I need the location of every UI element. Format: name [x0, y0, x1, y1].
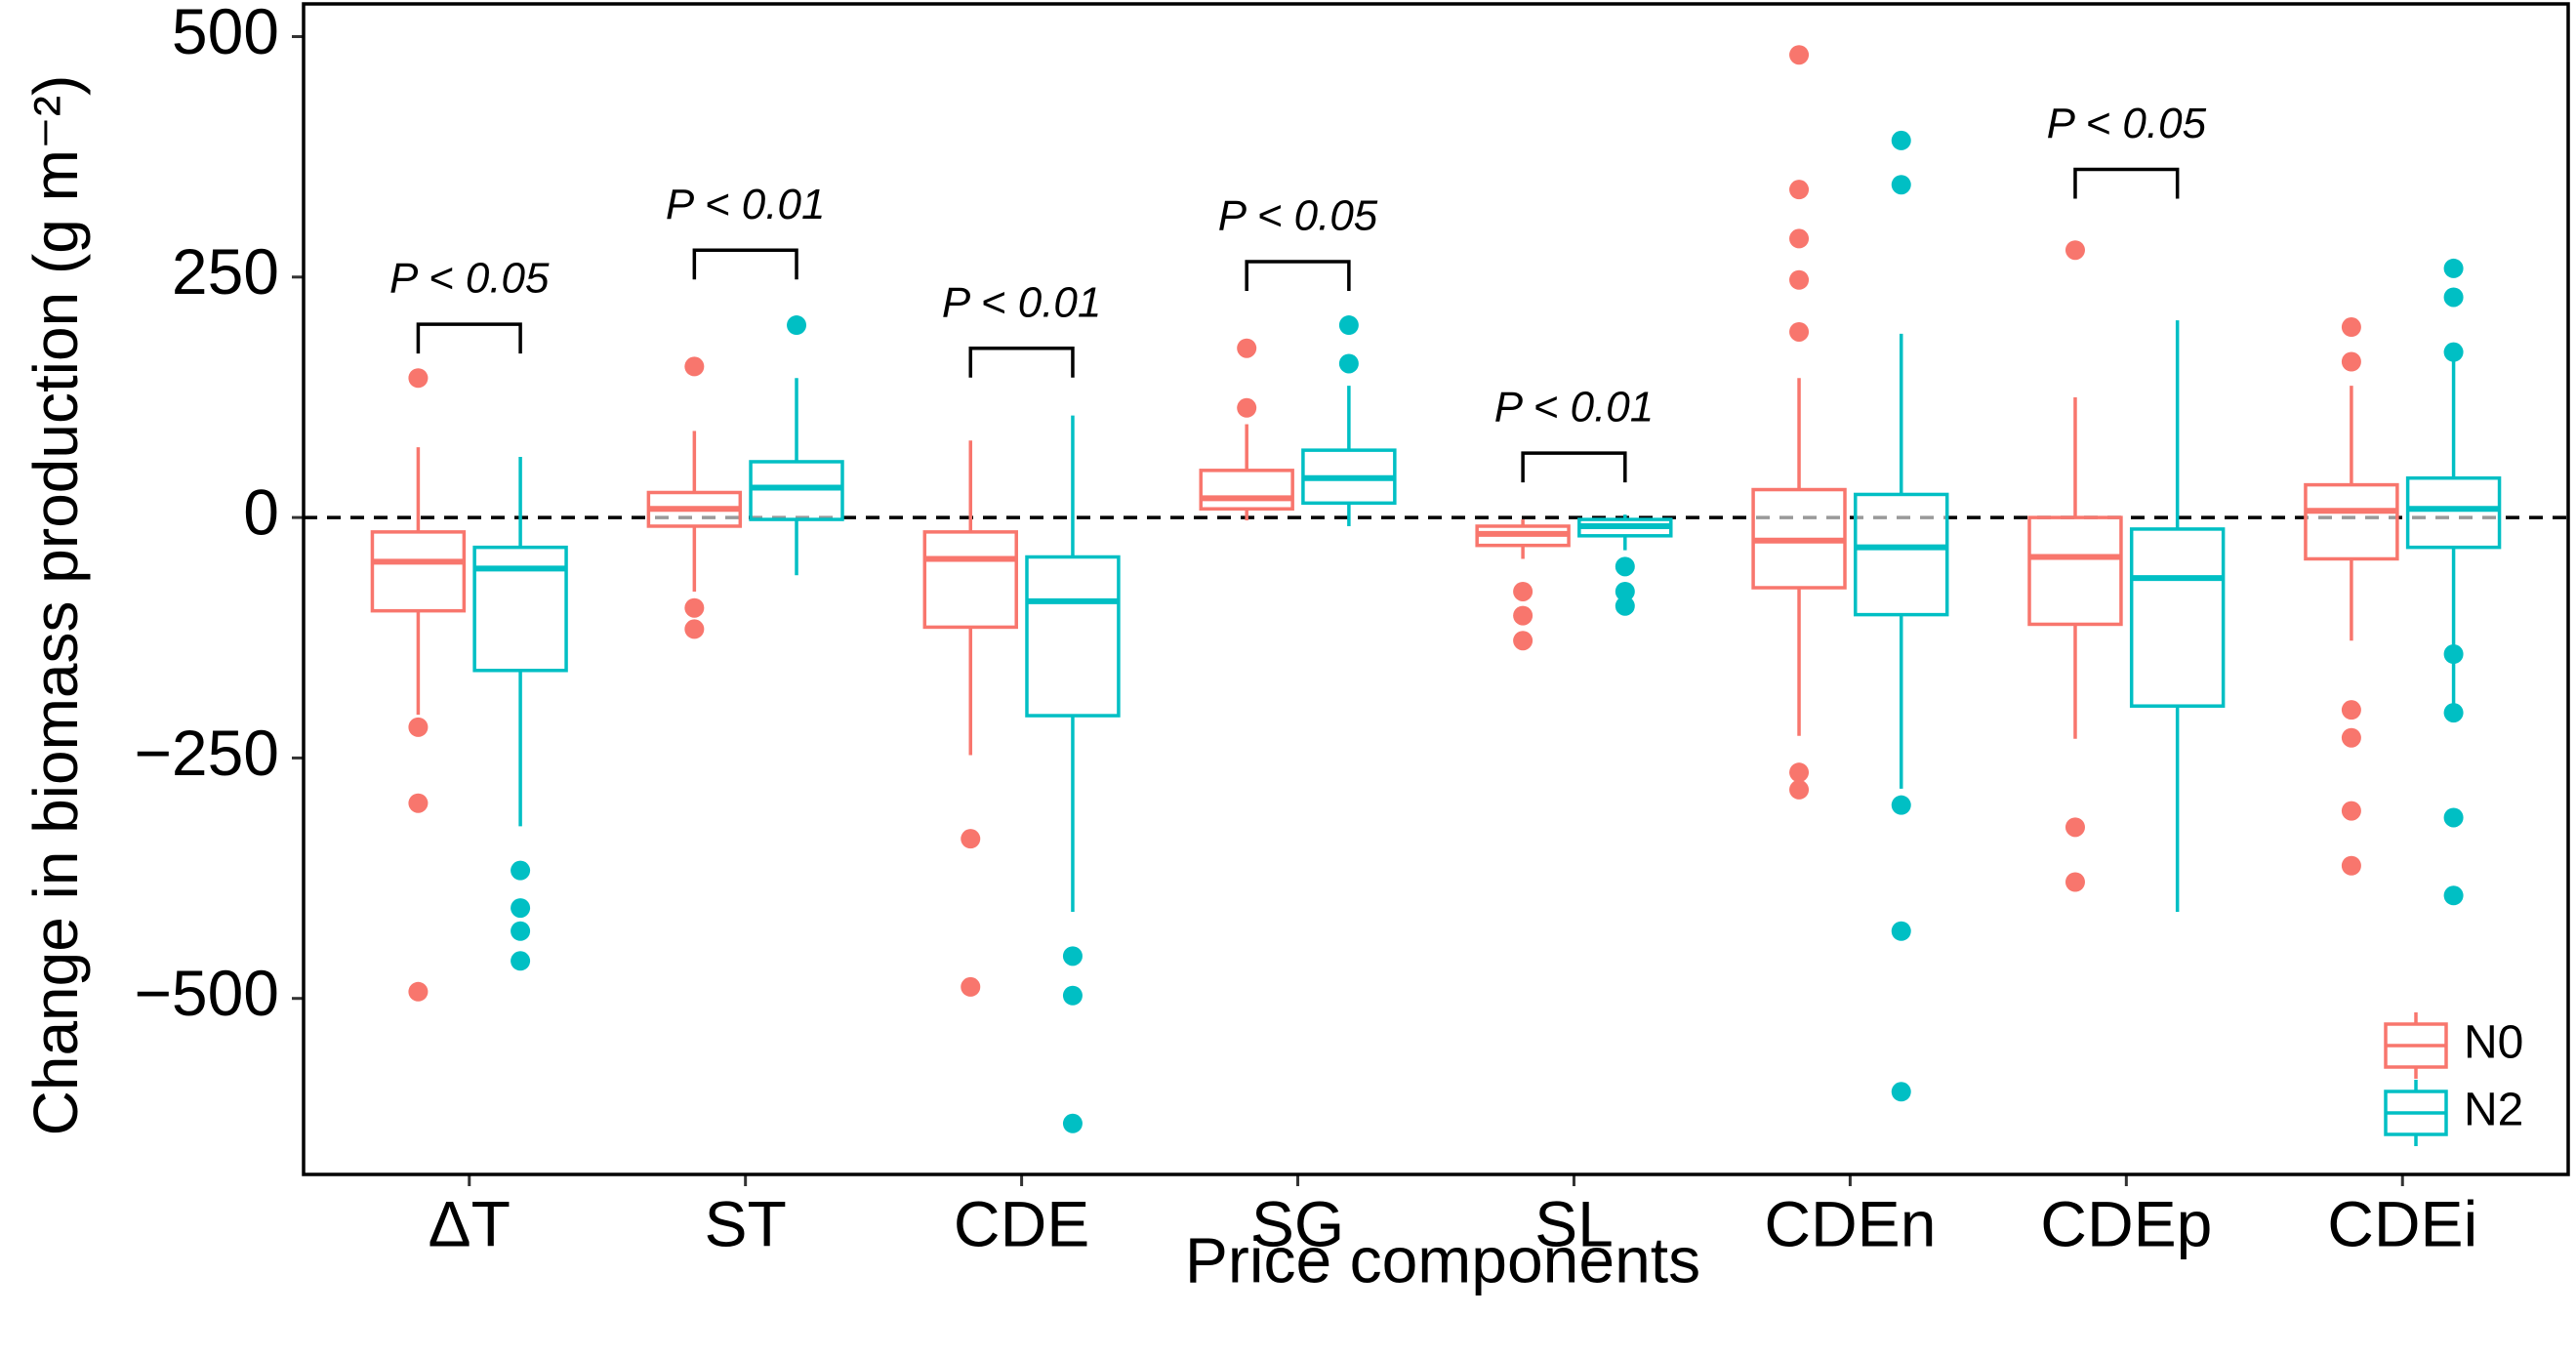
outlier: [1789, 180, 1810, 200]
x-tick-label: ST: [705, 1187, 787, 1259]
outlier: [961, 829, 981, 849]
outlier: [787, 315, 807, 336]
outlier: [408, 793, 429, 813]
outlier: [1789, 762, 1810, 783]
y-tick-label: −500: [134, 957, 279, 1029]
box: [2405, 475, 2502, 550]
outlier: [1615, 596, 1635, 616]
outlier: [2443, 287, 2464, 308]
outlier: [2443, 258, 2464, 278]
box: [2304, 482, 2399, 561]
outlier: [2341, 801, 2361, 821]
significance-label: P < 0.05: [1218, 192, 1378, 240]
outlier: [2443, 703, 2464, 723]
x-tick-label: SG: [1251, 1187, 1344, 1259]
y-tick-label: −250: [134, 717, 279, 789]
box: [2027, 515, 2123, 627]
significance-label: P < 0.01: [666, 181, 826, 228]
x-axis-title: Price components: [1185, 1223, 1700, 1295]
y-tick-label: 0: [243, 476, 279, 549]
outlier: [1062, 946, 1083, 966]
significance-bracket: [416, 322, 522, 354]
outlier: [2065, 817, 2085, 838]
outlier: [2341, 700, 2361, 720]
x-tick-label: CDEi: [2327, 1187, 2477, 1259]
outlier: [1513, 581, 1533, 601]
outlier: [511, 951, 531, 971]
outlier: [684, 619, 705, 639]
x-tick-label: CDEp: [2040, 1187, 2212, 1259]
significance-bracket: [1521, 451, 1627, 483]
outlier: [2341, 351, 2361, 372]
outlier: [1789, 321, 1810, 342]
outlier: [1891, 175, 1911, 195]
box: [922, 530, 1018, 630]
outlier: [2341, 855, 2361, 876]
y-tick-label: 500: [172, 0, 279, 67]
outlier: [1789, 45, 1810, 65]
outlier: [1891, 795, 1911, 815]
x-tick-label: ΔT: [429, 1187, 511, 1259]
significance-bracket: [968, 346, 1075, 378]
y-tick-label: 250: [172, 235, 279, 308]
outlier: [684, 356, 705, 377]
outlier: [2443, 807, 2464, 828]
outlier: [1789, 228, 1810, 249]
outlier: [1789, 269, 1810, 290]
plot-frame: [302, 2, 2570, 1176]
outlier: [1789, 779, 1810, 800]
legend-label: N2: [2464, 1085, 2523, 1136]
box: [1025, 555, 1121, 718]
outlier: [408, 717, 429, 737]
outlier: [1513, 631, 1533, 651]
significance-label: P < 0.05: [2047, 100, 2207, 147]
outlier: [2443, 885, 2464, 906]
x-tick-label: SL: [1534, 1187, 1614, 1259]
significance-bracket: [1245, 260, 1351, 292]
outlier: [2341, 317, 2361, 338]
outlier: [1338, 353, 1359, 374]
outlier: [1062, 985, 1083, 1006]
x-tick-label: CDE: [954, 1187, 1089, 1259]
significance-label: P < 0.01: [1494, 384, 1655, 432]
legend-label: N0: [2464, 1017, 2523, 1069]
y-axis-title: Change in biomass production (g m⁻²): [20, 75, 91, 1136]
significance-label: P < 0.05: [389, 255, 550, 303]
outlier: [684, 597, 705, 618]
box: [1199, 469, 1294, 511]
outlier: [1891, 921, 1911, 941]
outlier: [1891, 1082, 1911, 1102]
outlier: [1237, 397, 1257, 418]
box: [370, 530, 467, 613]
outlier: [1338, 315, 1359, 336]
outlier: [961, 976, 981, 997]
outlier: [1891, 130, 1911, 150]
outlier: [1237, 338, 1257, 358]
significance-bracket: [692, 248, 798, 280]
significance-bracket: [2073, 167, 2180, 199]
outlier: [2065, 872, 2085, 892]
outlier: [408, 368, 429, 389]
outlier: [2443, 342, 2464, 362]
outlier: [408, 981, 429, 1002]
outlier: [1615, 556, 1635, 577]
outlier: [511, 921, 531, 941]
outlier: [1513, 605, 1533, 626]
outlier: [511, 898, 531, 919]
significance-label: P < 0.01: [942, 278, 1102, 326]
box: [1854, 492, 1949, 617]
outlier: [511, 860, 531, 881]
outlier: [1615, 581, 1635, 601]
x-tick-label: CDEn: [1764, 1187, 1936, 1259]
box: [2129, 527, 2226, 708]
outlier: [2341, 727, 2361, 748]
outlier: [2443, 644, 2464, 665]
outlier: [2065, 240, 2085, 261]
outlier: [1062, 1113, 1083, 1133]
